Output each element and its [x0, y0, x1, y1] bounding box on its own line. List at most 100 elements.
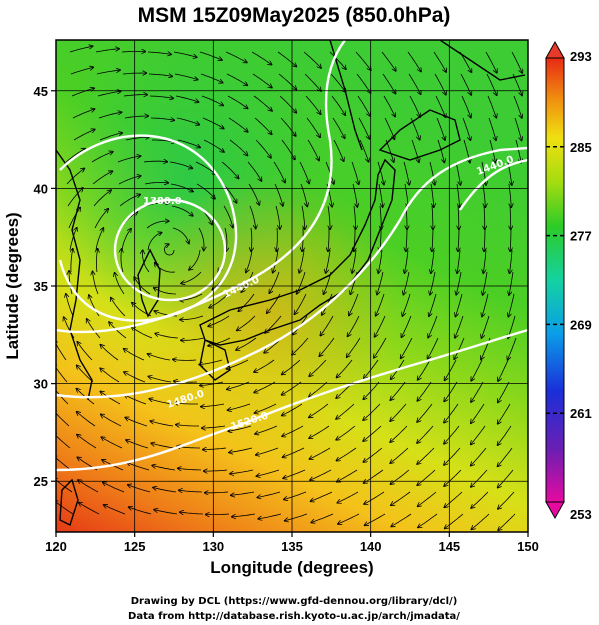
streamline — [299, 249, 305, 273]
streamline — [471, 491, 489, 508]
streamline — [226, 359, 249, 369]
streamline — [124, 349, 145, 361]
x-axis-label: Longitude (degrees) — [210, 558, 373, 577]
streamline — [402, 293, 411, 316]
streamline — [72, 109, 95, 119]
streamline — [285, 513, 308, 521]
streamline — [432, 205, 433, 229]
streamline — [459, 51, 472, 72]
streamline — [117, 156, 141, 163]
streamline — [431, 249, 435, 273]
streamline — [444, 381, 458, 402]
streamline — [151, 443, 175, 449]
streamline — [146, 221, 169, 229]
streamline — [411, 139, 419, 162]
china-coast — [56, 149, 93, 401]
streamline — [436, 117, 445, 140]
streamline — [488, 117, 496, 140]
streamline — [222, 183, 237, 203]
streamline — [257, 491, 281, 498]
streamline — [172, 227, 189, 244]
streamline — [125, 137, 149, 141]
streamline — [311, 513, 334, 523]
streamline — [377, 161, 384, 185]
streamline — [283, 469, 306, 478]
streamline — [403, 161, 409, 185]
streamline — [508, 337, 517, 360]
streamline — [429, 293, 437, 316]
streamline — [78, 480, 99, 493]
streamline — [100, 391, 121, 405]
x-axis-ticks: 120 125 130 135 140 145 150 — [45, 532, 539, 554]
streamline — [180, 293, 203, 300]
streamline — [484, 228, 485, 251]
streamline — [381, 51, 396, 71]
streamline — [320, 315, 334, 336]
streamline — [273, 249, 279, 273]
streamline — [77, 342, 93, 361]
streamline — [457, 249, 461, 273]
streamline — [66, 294, 74, 317]
height-contours — [56, 40, 528, 472]
streamline — [92, 171, 113, 185]
streamline — [482, 183, 485, 207]
streamline — [145, 203, 169, 207]
streamline — [486, 73, 497, 95]
streamline — [297, 271, 306, 294]
streamline — [56, 455, 72, 471]
streamline — [170, 183, 193, 192]
streamline — [391, 513, 412, 527]
streamline — [390, 447, 409, 463]
streamline — [348, 315, 360, 336]
taiwan-island — [59, 478, 79, 526]
korea-peninsula — [137, 248, 161, 318]
streamline — [359, 139, 369, 162]
streamline — [195, 161, 216, 174]
streamline — [391, 491, 411, 505]
streamline — [208, 315, 230, 326]
streamline — [514, 117, 522, 141]
streamline — [111, 298, 126, 317]
streamline — [237, 315, 256, 331]
streamline — [95, 49, 119, 53]
streamline — [363, 425, 382, 441]
streamline — [66, 168, 84, 185]
streamline — [143, 250, 150, 273]
streamline — [444, 403, 459, 423]
streamline — [200, 73, 223, 83]
streamline — [149, 399, 173, 405]
streamline — [309, 403, 329, 417]
streamline — [513, 95, 522, 118]
credit-data-source: Data from http://database.rish.kyoto-u.a… — [128, 611, 460, 622]
streamline — [148, 354, 171, 361]
streamline — [281, 139, 295, 160]
streamline — [461, 95, 471, 118]
streamline — [147, 233, 162, 251]
x-tick-label: 150 — [517, 539, 539, 554]
streamline — [498, 447, 513, 466]
streamline — [91, 152, 113, 163]
streamline — [121, 229, 131, 251]
streamline — [95, 228, 103, 251]
streamline — [267, 293, 281, 313]
streamline — [458, 228, 459, 251]
streamline — [350, 271, 358, 294]
streamline — [181, 337, 205, 340]
streamline — [109, 322, 127, 339]
colorbar: 293 285 277 269 261 253 — [545, 40, 592, 522]
streamline — [196, 183, 215, 199]
streamline — [403, 271, 410, 295]
streamline — [444, 425, 460, 444]
map-plot-area: 1380.0 1440.0 1480.0 1520.0 1440.0 — [56, 40, 528, 532]
streamline — [324, 271, 332, 294]
streamline — [148, 376, 172, 383]
streamline — [498, 469, 514, 488]
streamline — [347, 337, 361, 357]
streamline — [73, 129, 95, 141]
streamline — [328, 205, 330, 229]
streamline — [471, 381, 484, 402]
streamline — [375, 315, 386, 337]
streamline — [338, 513, 360, 524]
streamline — [223, 205, 233, 228]
